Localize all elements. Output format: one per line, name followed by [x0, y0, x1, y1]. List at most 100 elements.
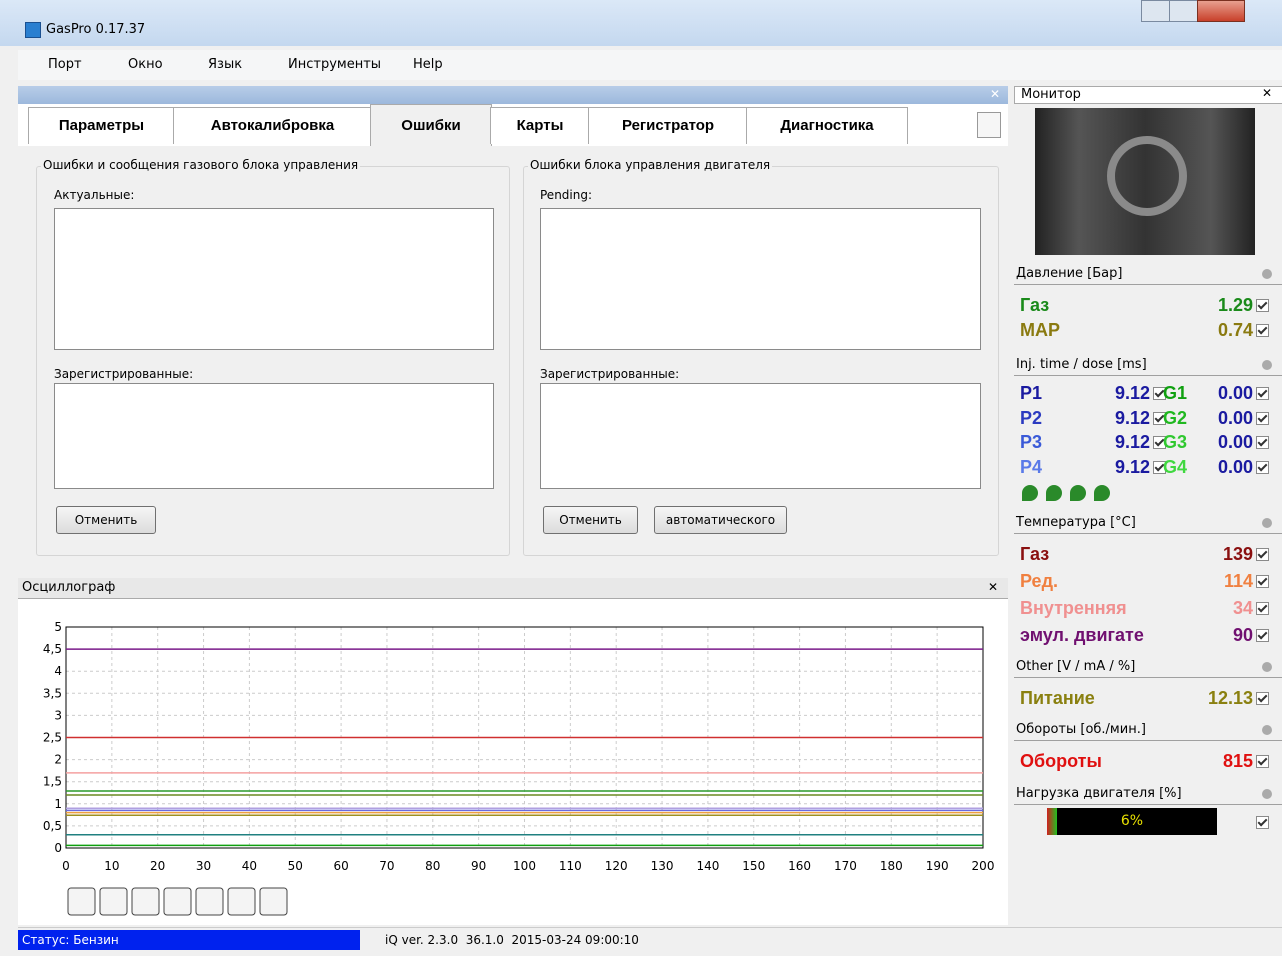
- close-icon[interactable]: ✕: [990, 87, 1001, 101]
- text-area[interactable]: [54, 383, 494, 489]
- injector-icon: [1046, 485, 1062, 501]
- menu-bar: Порт Окно Язык Инструменты Help: [18, 50, 1282, 80]
- button[interactable]: Отменить: [56, 506, 156, 534]
- collapse-icon[interactable]: [1262, 725, 1272, 735]
- x-tick-label: 160: [788, 859, 811, 873]
- osc-title: Осциллограф: [22, 580, 116, 595]
- x-tick-label: 200: [972, 859, 995, 873]
- checkbox[interactable]: [1256, 436, 1269, 449]
- minimize-button[interactable]: [1141, 0, 1170, 22]
- reading-name: Внутренняя: [1020, 598, 1127, 618]
- y-tick-label: 3: [54, 708, 62, 722]
- toolbar-button[interactable]: [99, 887, 128, 916]
- checkbox[interactable]: [1153, 436, 1166, 449]
- checkbox[interactable]: [1256, 387, 1269, 400]
- reading-name: G2: [1163, 407, 1188, 428]
- checkbox[interactable]: [1256, 575, 1269, 588]
- section-title: Inj. time / dose [ms]: [1016, 357, 1147, 372]
- text-area[interactable]: [540, 383, 981, 489]
- app-icon: [25, 22, 41, 38]
- toolbar-button[interactable]: [163, 887, 192, 916]
- checkbox[interactable]: [1256, 692, 1269, 705]
- reading-value: 9.12: [1114, 456, 1150, 477]
- close-icon[interactable]: ✕: [1262, 86, 1273, 100]
- section-header: Other [V / mA / %]: [1014, 657, 1282, 678]
- collapse-icon[interactable]: [1262, 662, 1272, 672]
- checkbox[interactable]: [1153, 411, 1166, 425]
- collapse-icon[interactable]: [1262, 360, 1272, 370]
- reading-value: 0.00: [1217, 456, 1253, 477]
- toolbar-button[interactable]: [259, 887, 288, 916]
- x-tick-label: 150: [742, 859, 765, 873]
- checkbox[interactable]: [1256, 548, 1269, 561]
- logo: [1035, 108, 1255, 255]
- menu-item[interactable]: Help: [413, 57, 443, 72]
- checkbox[interactable]: [1256, 411, 1269, 425]
- reading-name: Ред.: [1020, 571, 1058, 591]
- injector-icon: [1094, 485, 1110, 501]
- checkbox[interactable]: [1256, 324, 1269, 337]
- tab[interactable]: Параметры: [28, 107, 175, 144]
- checkbox[interactable]: [1153, 387, 1166, 400]
- text-area[interactable]: [540, 208, 981, 350]
- help-icon[interactable]: [977, 112, 1001, 138]
- toolbar-button[interactable]: [131, 887, 160, 916]
- reading-name: Питание: [1020, 688, 1095, 708]
- collapse-icon[interactable]: [1262, 518, 1272, 528]
- x-tick-label: 110: [559, 859, 582, 873]
- monitor-title: Монитор: [1021, 87, 1081, 102]
- x-tick-label: 170: [834, 859, 857, 873]
- group-title: Ошибки блока управления двигателя: [528, 158, 773, 172]
- reading-name: P3: [1020, 432, 1043, 452]
- y-tick-label: 2,5: [43, 731, 62, 745]
- menu-item[interactable]: Инструменты: [288, 57, 382, 72]
- toolbar-button[interactable]: [67, 887, 96, 916]
- close-icon[interactable]: ✕: [988, 580, 999, 594]
- section-title: Нагрузка двигателя [%]: [1016, 786, 1182, 801]
- label: Актуальные:: [54, 188, 135, 202]
- reading-value: 114: [1223, 571, 1253, 591]
- checkbox[interactable]: [1256, 299, 1269, 312]
- menu-item[interactable]: Порт: [48, 57, 82, 72]
- tab[interactable]: Карты: [490, 107, 590, 144]
- text-area[interactable]: [54, 208, 494, 350]
- x-tick-label: 50: [288, 859, 303, 873]
- status-version: iQ ver. 2.3.0 36.1.0 2015-03-24 09:00:10: [385, 933, 639, 947]
- checkbox[interactable]: [1256, 629, 1269, 642]
- close-button[interactable]: [1197, 0, 1245, 22]
- reading-name: Газ: [1020, 295, 1050, 315]
- tab[interactable]: Ошибки: [370, 104, 492, 147]
- plot-bg: [18, 599, 1008, 925]
- tab[interactable]: Автокалибровка: [173, 107, 372, 144]
- menu-item[interactable]: Окно: [128, 57, 163, 72]
- checkbox[interactable]: [1256, 460, 1269, 474]
- reading-value: 0.00: [1217, 383, 1253, 403]
- tab[interactable]: Диагностика: [746, 107, 908, 144]
- reading-value: 34: [1232, 598, 1253, 618]
- checkbox[interactable]: [1256, 602, 1269, 615]
- checkbox[interactable]: [1256, 816, 1269, 829]
- reading-value: 12.13: [1207, 688, 1253, 708]
- y-tick-label: 1: [54, 797, 62, 811]
- toolbar-button[interactable]: [227, 887, 256, 916]
- toolbar-button[interactable]: [195, 887, 224, 916]
- label: Pending:: [540, 188, 593, 202]
- x-tick-label: 10: [104, 859, 119, 873]
- checkbox[interactable]: [1256, 755, 1269, 768]
- reading-value: 0.74: [1217, 320, 1253, 340]
- y-tick-label: 1,5: [43, 775, 62, 789]
- maximize-button[interactable]: [1169, 0, 1198, 22]
- collapse-icon[interactable]: [1262, 789, 1272, 799]
- section-title: Давление [Бар]: [1016, 266, 1123, 281]
- reading-name: Обороты: [1020, 751, 1102, 771]
- reading-name: G3: [1163, 432, 1188, 452]
- section-header: Обороты [об./мин.]: [1014, 720, 1282, 741]
- button[interactable]: Отменить: [543, 506, 638, 534]
- menu-item[interactable]: Язык: [208, 57, 243, 72]
- x-tick-label: 70: [379, 859, 394, 873]
- button[interactable]: автоматического: [654, 506, 787, 534]
- collapse-icon[interactable]: [1262, 269, 1272, 279]
- tab[interactable]: Регистратор: [588, 107, 748, 144]
- checkbox[interactable]: [1153, 460, 1166, 474]
